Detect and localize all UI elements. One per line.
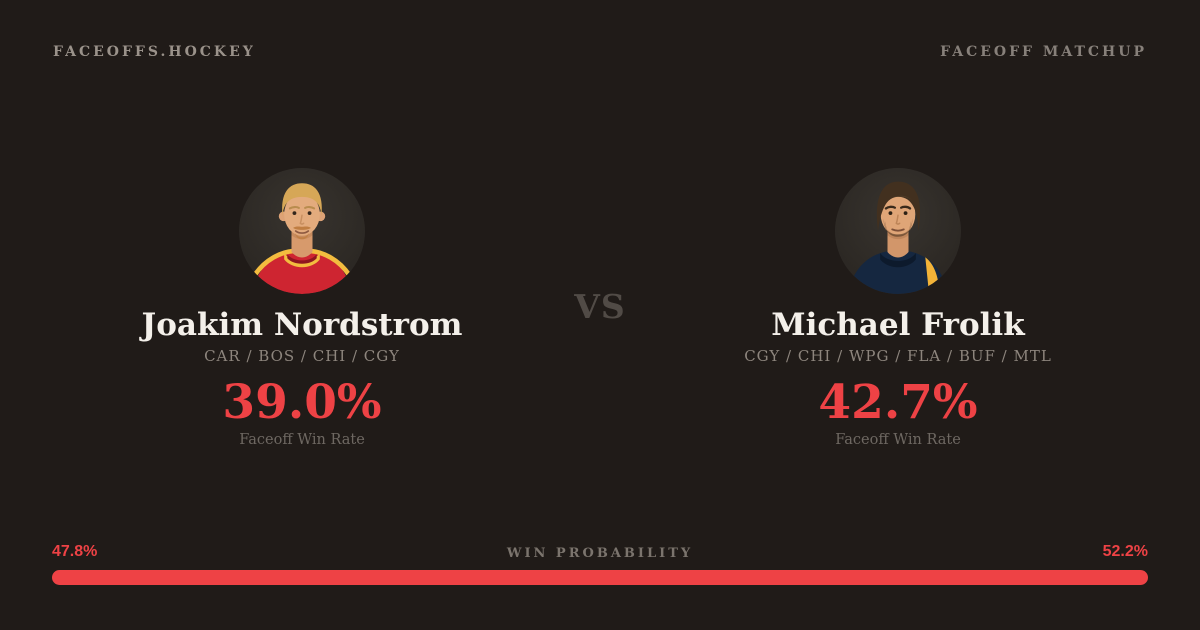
win-probability-right-pct: 52.2% (1102, 543, 1148, 560)
player2-headshot (835, 168, 961, 294)
player2-headshot-illustration (835, 168, 961, 294)
player1-name: Joakim Nordstrom (141, 307, 463, 343)
win-probability-left-pct: 47.8% (52, 543, 98, 560)
player1-win-rate: 39.0% (222, 374, 382, 430)
site-logo: FACEOFFS.HOCKEY (53, 44, 256, 60)
player2-teams: CGY / CHI / WPG / FLA / BUF / MTL (744, 346, 1052, 365)
vs-label: VS (574, 287, 626, 326)
win-probability-title: WIN PROBABILITY (506, 546, 694, 561)
player2-win-rate: 42.7% (818, 374, 978, 430)
player2-win-rate-label: Faceoff Win Rate (835, 431, 961, 448)
win-probability-bar (52, 570, 1148, 585)
player1-headshot (239, 168, 365, 294)
page-title: FACEOFF MATCHUP (940, 44, 1147, 60)
win-probability-labels: 47.8% WIN PROBABILITY 52.2% (52, 543, 1148, 563)
player-card-left: Joakim Nordstrom CAR / BOS / CHI / CGY 3… (92, 168, 512, 448)
player-card-right: Michael Frolik CGY / CHI / WPG / FLA / B… (688, 168, 1108, 448)
win-probability-bar-left-segment (52, 570, 576, 585)
player2-name: Michael Frolik (771, 307, 1025, 343)
player1-headshot-illustration (239, 168, 365, 294)
win-probability-bar-right-segment (575, 570, 1148, 585)
player1-win-rate-label: Faceoff Win Rate (239, 431, 365, 448)
player1-teams: CAR / BOS / CHI / CGY (204, 346, 400, 365)
